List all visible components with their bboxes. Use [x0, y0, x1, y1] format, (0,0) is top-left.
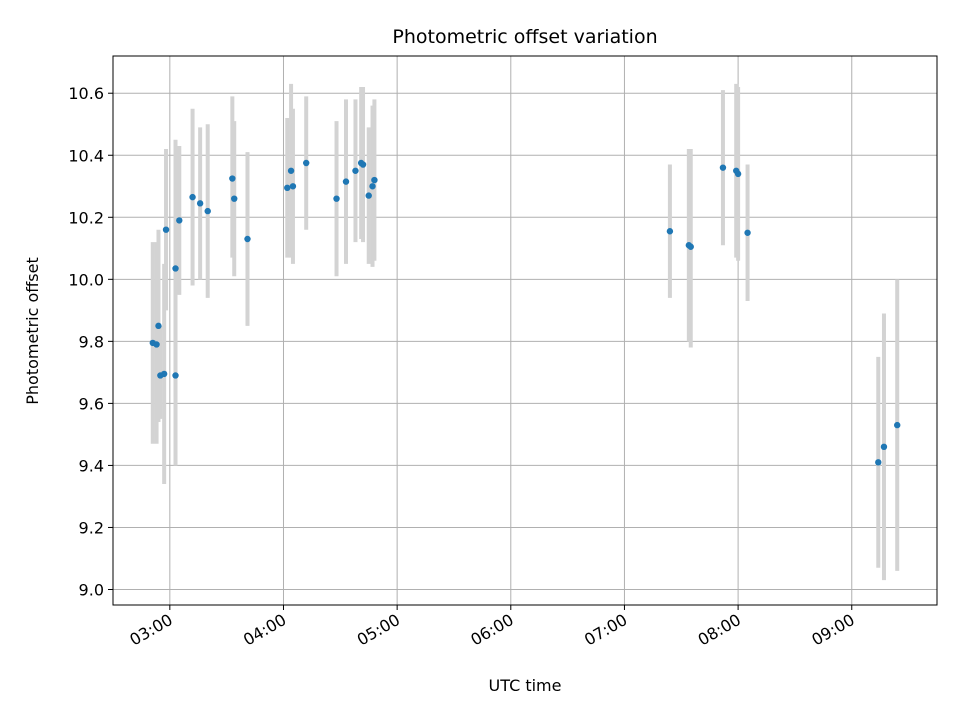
data-point — [303, 159, 310, 167]
data-point — [189, 193, 196, 201]
data-point — [365, 192, 372, 199]
data-point — [687, 243, 694, 250]
y-axis: 9.0 9.2 9.4 9.6 9.8 10.0 10.2 10.4 10.6 — [68, 84, 113, 599]
y-axis-label: Photometric offset — [23, 257, 42, 405]
data-point — [875, 459, 882, 466]
data-point — [155, 322, 162, 330]
chart-title: Photometric offset variation — [392, 26, 657, 48]
data-point — [342, 178, 350, 185]
data-point — [204, 207, 211, 215]
data-point — [666, 228, 674, 235]
y-tick-label: 9.8 — [79, 332, 104, 351]
x-axis-label: UTC time — [489, 676, 562, 695]
data-point — [196, 200, 204, 207]
data-point — [229, 175, 236, 182]
data-point — [231, 195, 238, 202]
data-point — [371, 176, 378, 184]
data-point — [352, 167, 359, 174]
y-tick-label: 10.6 — [68, 84, 104, 103]
data-point — [153, 341, 160, 348]
data-point — [287, 167, 295, 174]
y-tick-label: 9.4 — [79, 456, 104, 475]
data-point — [172, 265, 179, 272]
y-tick-label: 10.4 — [68, 146, 104, 165]
data-point — [894, 421, 901, 429]
grid — [113, 56, 937, 605]
data-point — [369, 183, 376, 190]
y-tick-label: 10.0 — [68, 270, 104, 289]
data-point — [719, 164, 727, 171]
data-point — [359, 161, 367, 168]
plot-area — [113, 56, 937, 605]
y-tick-label: 9.6 — [79, 394, 104, 413]
y-tick-label: 9.2 — [79, 518, 104, 537]
data-point — [333, 195, 340, 202]
data-point — [284, 184, 291, 192]
plot-frame — [112, 55, 938, 606]
data-point — [289, 183, 297, 190]
data-point — [172, 372, 179, 379]
data-point — [162, 226, 170, 233]
data-point — [244, 235, 251, 243]
data-point — [734, 170, 742, 178]
data-point — [160, 370, 168, 378]
y-tick-label: 10.2 — [68, 208, 104, 227]
data-point — [880, 443, 888, 451]
data-point — [176, 217, 183, 224]
y-tick-label: 9.0 — [79, 580, 104, 599]
data-point — [744, 229, 751, 236]
data-points — [149, 159, 901, 466]
